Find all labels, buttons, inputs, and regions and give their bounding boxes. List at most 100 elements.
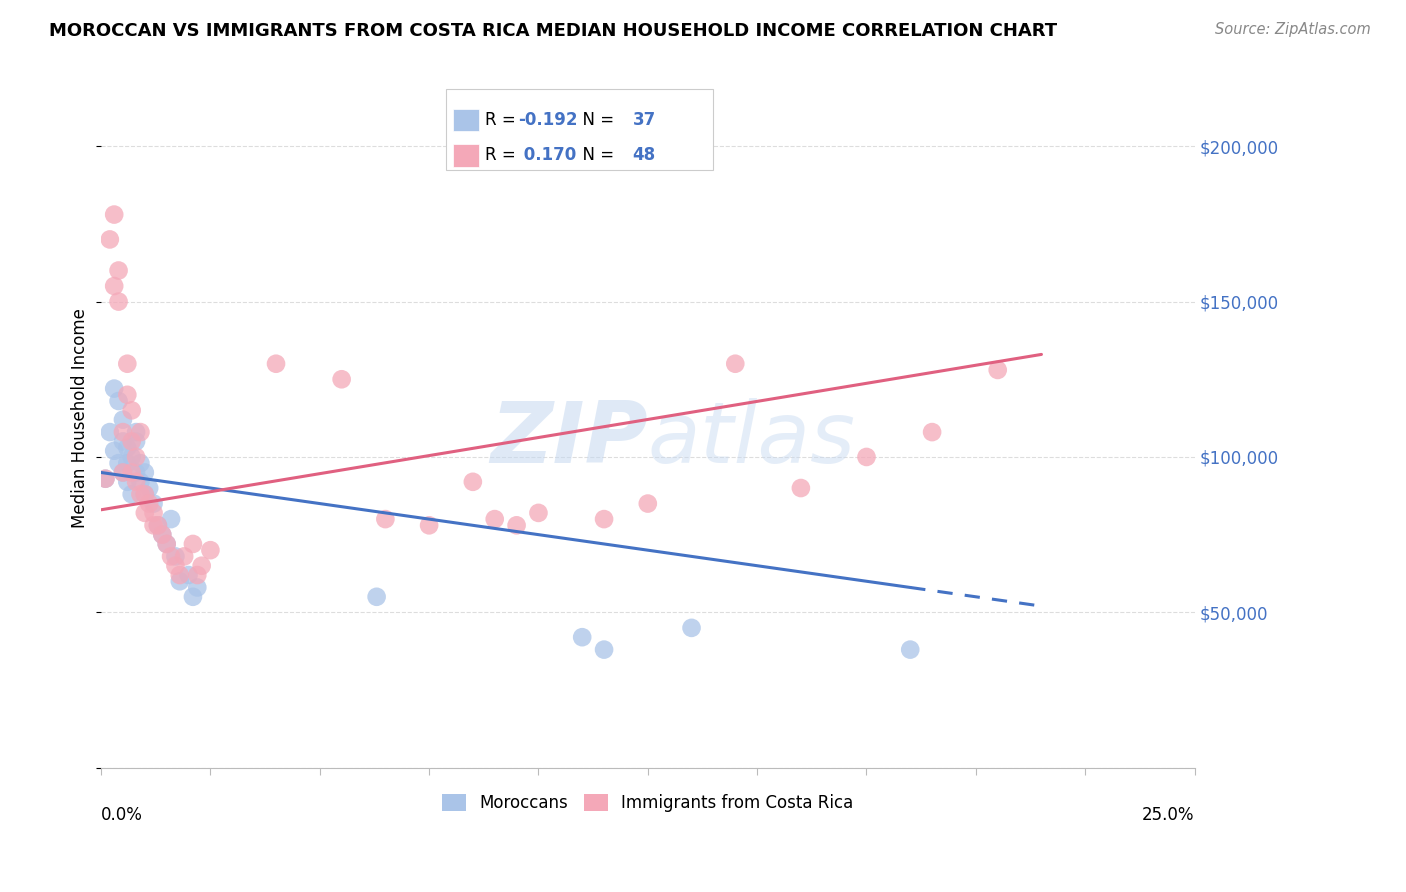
FancyBboxPatch shape [453, 145, 479, 167]
Text: N =: N = [572, 146, 620, 164]
Y-axis label: Median Household Income: Median Household Income [72, 308, 89, 528]
Text: atlas: atlas [648, 398, 856, 481]
Point [173, 549, 195, 564]
Point [177, 568, 200, 582]
Text: -0.192: -0.192 [517, 111, 578, 129]
Point [681, 621, 703, 635]
Text: Source: ZipAtlas.com: Source: ZipAtlas.com [1215, 22, 1371, 37]
Point [484, 512, 506, 526]
Point [169, 568, 191, 582]
Point [160, 549, 183, 564]
Point [117, 475, 139, 489]
Point [330, 372, 353, 386]
Point [527, 506, 550, 520]
Text: 0.170: 0.170 [517, 146, 576, 164]
Point [103, 382, 125, 396]
Point [987, 363, 1010, 377]
Legend: Moroccans, Immigrants from Costa Rica: Moroccans, Immigrants from Costa Rica [436, 788, 860, 819]
Point [134, 506, 156, 520]
Point [125, 434, 148, 449]
Point [156, 537, 179, 551]
Point [121, 450, 143, 464]
Point [111, 466, 134, 480]
Point [921, 425, 943, 439]
Point [111, 434, 134, 449]
Point [117, 357, 139, 371]
Point [117, 456, 139, 470]
Point [134, 466, 156, 480]
Point [125, 466, 148, 480]
Point [121, 434, 143, 449]
Point [156, 537, 179, 551]
Point [142, 497, 165, 511]
Point [374, 512, 396, 526]
Point [117, 388, 139, 402]
Point [138, 497, 160, 511]
FancyBboxPatch shape [446, 89, 713, 169]
Point [186, 581, 208, 595]
Point [125, 450, 148, 464]
Point [571, 630, 593, 644]
Point [121, 403, 143, 417]
Point [855, 450, 877, 464]
Point [107, 294, 129, 309]
Text: 48: 48 [633, 146, 655, 164]
Point [117, 441, 139, 455]
Point [121, 466, 143, 480]
Point [264, 357, 287, 371]
Text: R =: R = [485, 146, 520, 164]
Point [121, 487, 143, 501]
Point [790, 481, 813, 495]
Point [129, 456, 152, 470]
Point [125, 475, 148, 489]
Point [181, 590, 204, 604]
Point [107, 456, 129, 470]
Text: MOROCCAN VS IMMIGRANTS FROM COSTA RICA MEDIAN HOUSEHOLD INCOME CORRELATION CHART: MOROCCAN VS IMMIGRANTS FROM COSTA RICA M… [49, 22, 1057, 40]
Point [165, 558, 187, 573]
Point [134, 487, 156, 501]
Point [98, 425, 121, 439]
Point [142, 518, 165, 533]
Point [98, 232, 121, 246]
Point [593, 642, 616, 657]
Text: 25.0%: 25.0% [1142, 806, 1195, 824]
Point [181, 537, 204, 551]
Point [129, 475, 152, 489]
Point [637, 497, 659, 511]
Point [107, 263, 129, 277]
Point [724, 357, 747, 371]
Point [103, 279, 125, 293]
Point [169, 574, 191, 589]
Point [134, 487, 156, 501]
Point [146, 518, 169, 533]
Point [190, 558, 212, 573]
Point [142, 506, 165, 520]
Point [94, 472, 117, 486]
Point [129, 425, 152, 439]
Point [593, 512, 616, 526]
Point [366, 590, 388, 604]
Point [138, 481, 160, 495]
Point [129, 487, 152, 501]
Text: R =: R = [485, 111, 520, 129]
Point [898, 642, 921, 657]
Point [418, 518, 440, 533]
Point [150, 527, 173, 541]
Point [150, 527, 173, 541]
Text: 37: 37 [633, 111, 655, 129]
Point [111, 425, 134, 439]
Point [505, 518, 527, 533]
Point [103, 208, 125, 222]
Point [107, 394, 129, 409]
Point [94, 472, 117, 486]
Point [461, 475, 484, 489]
Point [103, 443, 125, 458]
FancyBboxPatch shape [453, 109, 479, 131]
Point [111, 412, 134, 426]
Point [111, 466, 134, 480]
Point [186, 568, 208, 582]
Point [125, 425, 148, 439]
Point [160, 512, 183, 526]
Text: ZIP: ZIP [491, 398, 648, 481]
Text: N =: N = [572, 111, 620, 129]
